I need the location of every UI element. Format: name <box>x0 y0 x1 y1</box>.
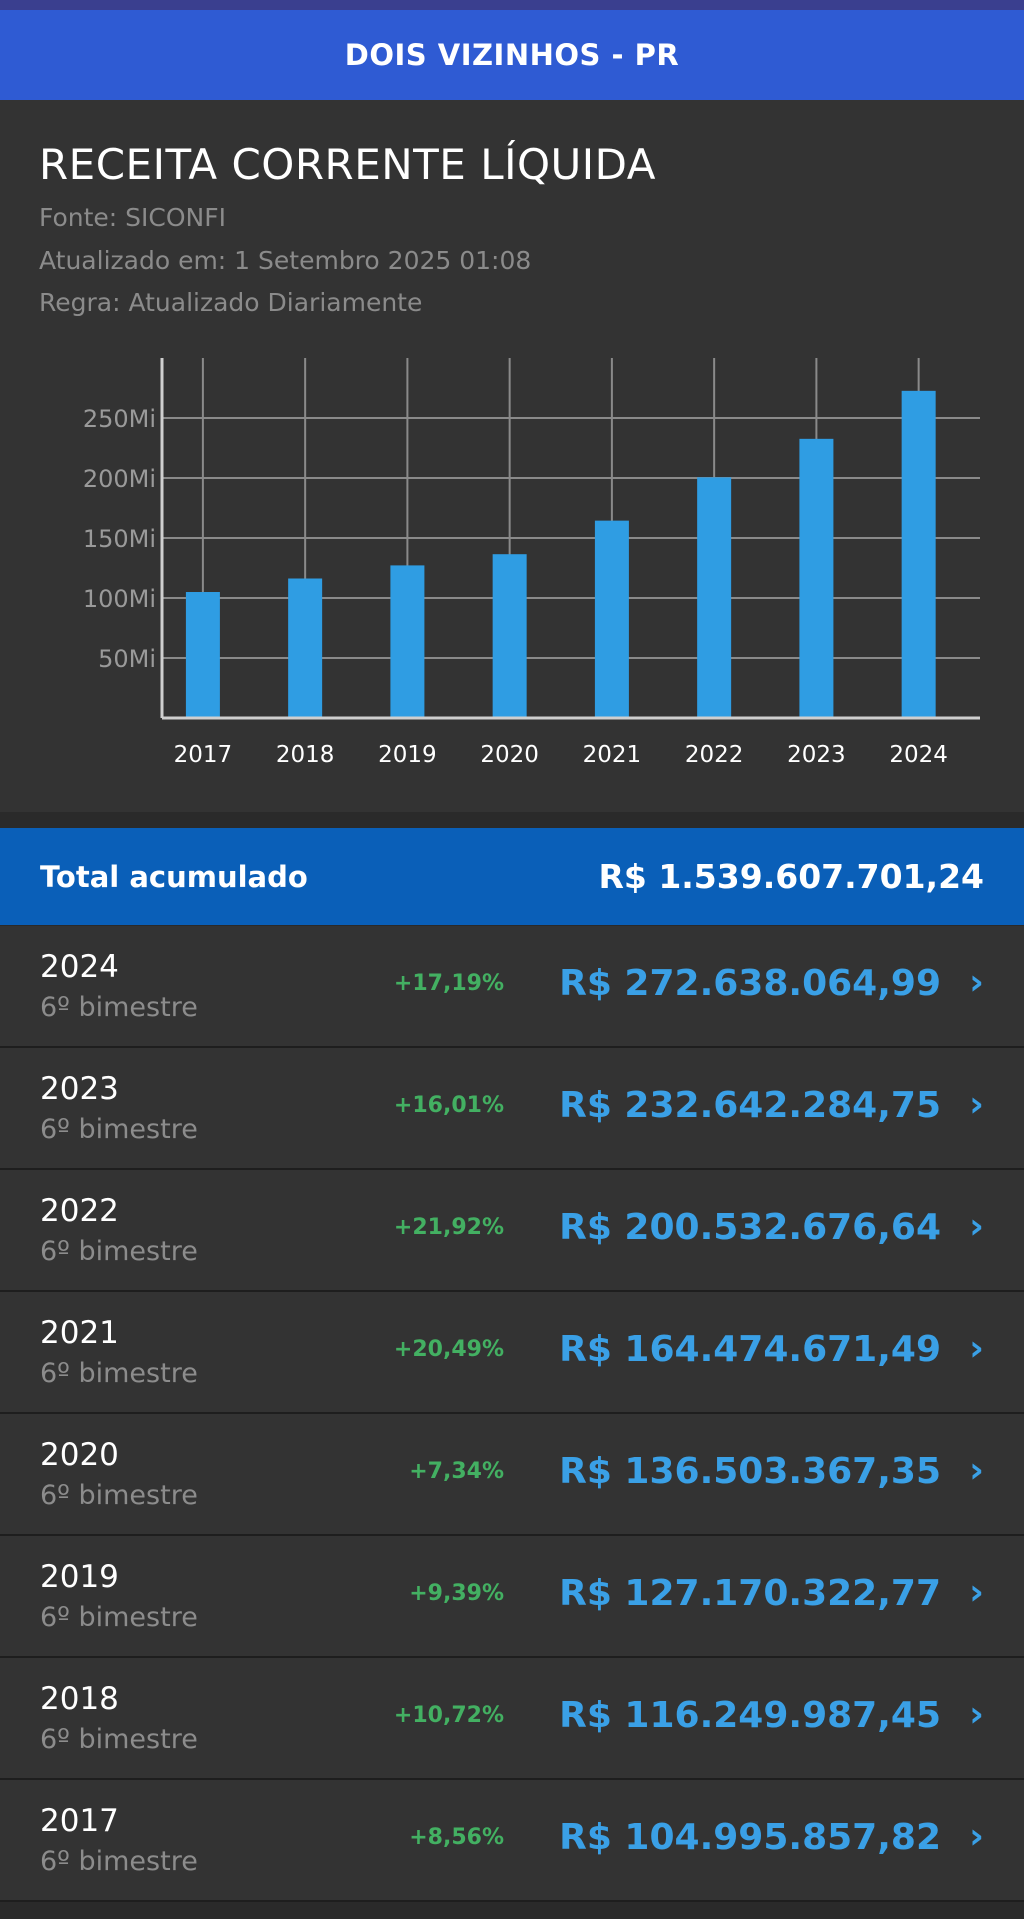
app-header: DOIS VIZINHOS - PR <box>0 0 1024 100</box>
row-period: 6º bimestre <box>40 1358 198 1389</box>
row-period: 6º bimestre <box>40 1724 198 1755</box>
revenue-bar-chart: 50Mi 100Mi 150Mi 200Mi 250Mi 2017 2018 2019 2020… <box>83 358 980 768</box>
yearly-list: 2024 6º bimestre +17,19% R$ 272.638.064,… <box>0 926 1024 1902</box>
row-year: 2019 <box>40 1559 119 1595</box>
row-period: 6º bimestre <box>40 992 198 1023</box>
row-amount: R$ 136.503.367,35 <box>559 1451 941 1492</box>
total-accumulated-bar: Total acumulado R$ 1.539.607.701,24 <box>0 828 1024 925</box>
row-period: 6º bimestre <box>40 1846 198 1877</box>
list-item-2022[interactable]: 2022 6º bimestre +21,92% R$ 200.532.676,… <box>0 1170 1024 1292</box>
row-amount: R$ 104.995.857,82 <box>559 1817 941 1858</box>
row-period: 6º bimestre <box>40 1602 198 1633</box>
updated-text: Atualizado em: 1 Setembro 2025 01:08 <box>39 246 532 275</box>
chevron-right-icon[interactable]: › <box>969 1084 984 1125</box>
bar <box>185 592 220 718</box>
y-tick-label: 100Mi <box>83 585 156 613</box>
row-period: 6º bimestre <box>40 1480 198 1511</box>
row-growth: +20,49% <box>393 1337 504 1362</box>
row-year: 2017 <box>40 1803 119 1839</box>
bar <box>288 578 323 718</box>
chevron-right-icon[interactable]: › <box>969 1816 984 1857</box>
row-growth: +8,56% <box>409 1825 504 1850</box>
chevron-right-icon[interactable]: › <box>969 962 984 1003</box>
row-amount: R$ 164.474.671,49 <box>559 1329 941 1370</box>
row-year: 2024 <box>40 949 119 985</box>
row-amount: R$ 116.249.987,45 <box>559 1695 941 1736</box>
x-tick-label: 2018 <box>276 742 335 768</box>
total-value: R$ 1.539.607.701,24 <box>598 857 984 896</box>
y-tick-label: 50Mi <box>98 645 156 673</box>
bar <box>492 554 527 718</box>
chart-heading: RECEITA CORRENTE LÍQUIDA <box>39 140 657 189</box>
chevron-right-icon[interactable]: › <box>969 1328 984 1369</box>
chart-panel: 50Mi 100Mi 150Mi 200Mi 250Mi 2017 2018 2019 2020… <box>0 100 1024 812</box>
bar <box>390 565 425 718</box>
row-year: 2018 <box>40 1681 119 1717</box>
row-year: 2020 <box>40 1437 119 1473</box>
source-text: Fonte: SICONFI <box>39 203 227 232</box>
y-tick-label: 250Mi <box>83 405 156 433</box>
chevron-right-icon[interactable]: › <box>969 1694 984 1735</box>
y-tick-label: 150Mi <box>83 525 156 553</box>
row-growth: +9,39% <box>409 1581 504 1606</box>
list-item-2024[interactable]: 2024 6º bimestre +17,19% R$ 272.638.064,… <box>0 926 1024 1048</box>
row-amount: R$ 272.638.064,99 <box>559 963 941 1004</box>
bar <box>901 390 936 718</box>
y-tick-label: 200Mi <box>83 465 156 493</box>
row-growth: +10,72% <box>393 1703 504 1728</box>
page-title: DOIS VIZINHOS - PR <box>344 38 680 72</box>
x-tick-label: 2022 <box>685 742 744 768</box>
row-growth: +7,34% <box>409 1459 504 1484</box>
x-tick-label: 2019 <box>378 742 437 768</box>
row-amount: R$ 127.170.322,77 <box>559 1573 941 1614</box>
row-year: 2021 <box>40 1315 119 1351</box>
row-period: 6º bimestre <box>40 1236 198 1267</box>
list-item-2020[interactable]: 2020 6º bimestre +7,34% R$ 136.503.367,3… <box>0 1414 1024 1536</box>
chevron-right-icon[interactable]: › <box>969 1206 984 1247</box>
x-tick-label: 2024 <box>889 742 948 768</box>
row-growth: +21,92% <box>393 1215 504 1240</box>
row-growth: +16,01% <box>393 1093 504 1118</box>
bar <box>799 438 834 718</box>
list-item-2019[interactable]: 2019 6º bimestre +9,39% R$ 127.170.322,7… <box>0 1536 1024 1658</box>
rule-text: Regra: Atualizado Diariamente <box>39 288 423 317</box>
x-tick-label: 2021 <box>583 742 642 768</box>
list-item-2018[interactable]: 2018 6º bimestre +10,72% R$ 116.249.987,… <box>0 1658 1024 1780</box>
row-amount: R$ 232.642.284,75 <box>559 1085 941 1126</box>
total-label: Total acumulado <box>40 859 308 894</box>
chevron-right-icon[interactable]: › <box>969 1572 984 1613</box>
x-tick-label: 2020 <box>480 742 539 768</box>
list-item-2023[interactable]: 2023 6º bimestre +16,01% R$ 232.642.284,… <box>0 1048 1024 1170</box>
bar <box>594 520 629 718</box>
list-item-2017[interactable]: 2017 6º bimestre +8,56% R$ 104.995.857,8… <box>0 1780 1024 1902</box>
x-tick-label: 2023 <box>787 742 846 768</box>
row-year: 2022 <box>40 1193 119 1229</box>
row-amount: R$ 200.532.676,64 <box>559 1207 941 1248</box>
list-item-2021[interactable]: 2021 6º bimestre +20,49% R$ 164.474.671,… <box>0 1292 1024 1414</box>
x-tick-label: 2017 <box>174 742 233 768</box>
row-growth: +17,19% <box>393 971 504 996</box>
row-year: 2023 <box>40 1071 119 1107</box>
bar <box>697 477 732 718</box>
row-period: 6º bimestre <box>40 1114 198 1145</box>
chevron-right-icon[interactable]: › <box>969 1450 984 1491</box>
